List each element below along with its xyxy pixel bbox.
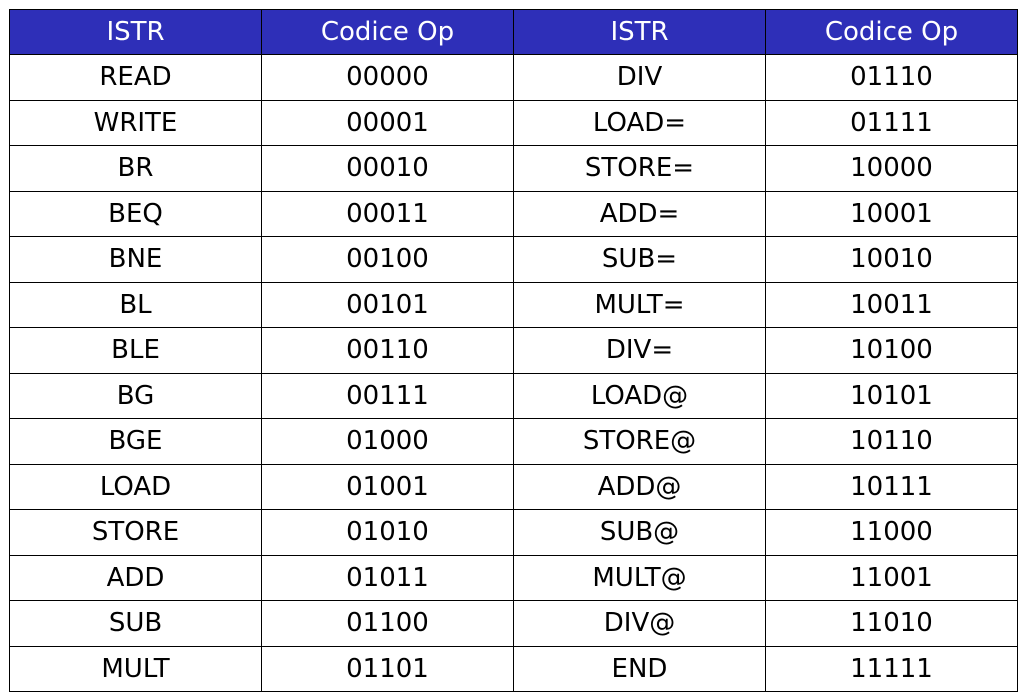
- table-row: ADD 01011 MULT@ 11001: [9, 554, 1018, 601]
- instruction-cell: MULT=: [513, 281, 766, 328]
- header-istr-left: ISTR: [9, 9, 262, 55]
- opcode-cell: 10101: [765, 372, 1018, 419]
- instruction-cell: BGE: [9, 418, 262, 465]
- opcode-cell: 10000: [765, 145, 1018, 192]
- instruction-cell: READ: [9, 54, 262, 101]
- instruction-cell: DIV: [513, 54, 766, 101]
- opcode-cell: 10001: [765, 190, 1018, 237]
- table-row: LOAD 01001 ADD@ 10111: [9, 463, 1018, 510]
- instruction-cell: SUB=: [513, 236, 766, 283]
- opcode-cell: 01110: [765, 54, 1018, 101]
- opcode-table: ISTR Codice Op ISTR Codice Op READ 00000 D…: [9, 9, 1018, 692]
- instruction-cell: ADD@: [513, 463, 766, 510]
- opcode-cell: 01001: [261, 463, 514, 510]
- instruction-cell: BNE: [9, 236, 262, 283]
- instruction-cell: SUB: [9, 600, 262, 647]
- opcode-cell: 01011: [261, 554, 514, 601]
- opcode-cell: 00001: [261, 99, 514, 146]
- instruction-cell: DIV=: [513, 327, 766, 374]
- instruction-cell: LOAD: [9, 463, 262, 510]
- opcode-cell: 01111: [765, 99, 1018, 146]
- instruction-cell: STORE: [9, 509, 262, 556]
- header-istr-right: ISTR: [513, 9, 766, 55]
- instruction-cell: STORE=: [513, 145, 766, 192]
- opcode-cell: 00110: [261, 327, 514, 374]
- instruction-cell: MULT: [9, 645, 262, 692]
- opcode-cell: 00011: [261, 190, 514, 237]
- instruction-cell: LOAD=: [513, 99, 766, 146]
- opcode-cell: 10100: [765, 327, 1018, 374]
- table-row: BGE 01000 STORE@ 10110: [9, 418, 1018, 465]
- table-row: WRITE 00001 LOAD= 01111: [9, 99, 1018, 146]
- opcode-cell: 01000: [261, 418, 514, 465]
- opcode-cell: 11010: [765, 600, 1018, 647]
- instruction-cell: STORE@: [513, 418, 766, 465]
- opcode-cell: 11000: [765, 509, 1018, 556]
- opcode-cell: 00100: [261, 236, 514, 283]
- opcode-cell: 00000: [261, 54, 514, 101]
- opcode-cell: 10010: [765, 236, 1018, 283]
- instruction-cell: ADD=: [513, 190, 766, 237]
- instruction-cell: END: [513, 645, 766, 692]
- table-row: BEQ 00011 ADD= 10001: [9, 190, 1018, 237]
- instruction-cell: ADD: [9, 554, 262, 601]
- table-row: BLE 00110 DIV= 10100: [9, 327, 1018, 374]
- header-codice-op-left: Codice Op: [261, 9, 514, 55]
- instruction-cell: BEQ: [9, 190, 262, 237]
- table-row: STORE 01010 SUB@ 11000: [9, 509, 1018, 556]
- instruction-cell: BLE: [9, 327, 262, 374]
- opcode-cell: 11001: [765, 554, 1018, 601]
- instruction-cell: DIV@: [513, 600, 766, 647]
- opcode-cell: 00111: [261, 372, 514, 419]
- header-codice-op-right: Codice Op: [765, 9, 1018, 55]
- opcode-cell: 00101: [261, 281, 514, 328]
- table-row: BNE 00100 SUB= 10010: [9, 236, 1018, 283]
- table-row: MULT 01101 END 11111: [9, 645, 1018, 692]
- table-row: SUB 01100 DIV@ 11010: [9, 600, 1018, 647]
- instruction-cell: BR: [9, 145, 262, 192]
- opcode-cell: 01010: [261, 509, 514, 556]
- opcode-cell: 01101: [261, 645, 514, 692]
- instruction-cell: BG: [9, 372, 262, 419]
- instruction-cell: SUB@: [513, 509, 766, 556]
- opcode-cell: 10111: [765, 463, 1018, 510]
- instruction-cell: LOAD@: [513, 372, 766, 419]
- instruction-cell: BL: [9, 281, 262, 328]
- table-row: BR 00010 STORE= 10000: [9, 145, 1018, 192]
- instruction-cell: WRITE: [9, 99, 262, 146]
- opcode-cell: 10110: [765, 418, 1018, 465]
- opcode-cell: 00010: [261, 145, 514, 192]
- table-row: BL 00101 MULT= 10011: [9, 281, 1018, 328]
- opcode-cell: 01100: [261, 600, 514, 647]
- opcode-table-container: ISTR Codice Op ISTR Codice Op READ 00000 D…: [9, 9, 1018, 692]
- opcode-cell: 11111: [765, 645, 1018, 692]
- opcode-cell: 10011: [765, 281, 1018, 328]
- table-row: READ 00000 DIV 01110: [9, 54, 1018, 101]
- table-header-row: ISTR Codice Op ISTR Codice Op: [9, 9, 1018, 55]
- instruction-cell: MULT@: [513, 554, 766, 601]
- table-body: READ 00000 DIV 01110 WRITE 00001 LOAD= 01111 BR 0…: [9, 54, 1018, 692]
- table-row: BG 00111 LOAD@ 10101: [9, 372, 1018, 419]
